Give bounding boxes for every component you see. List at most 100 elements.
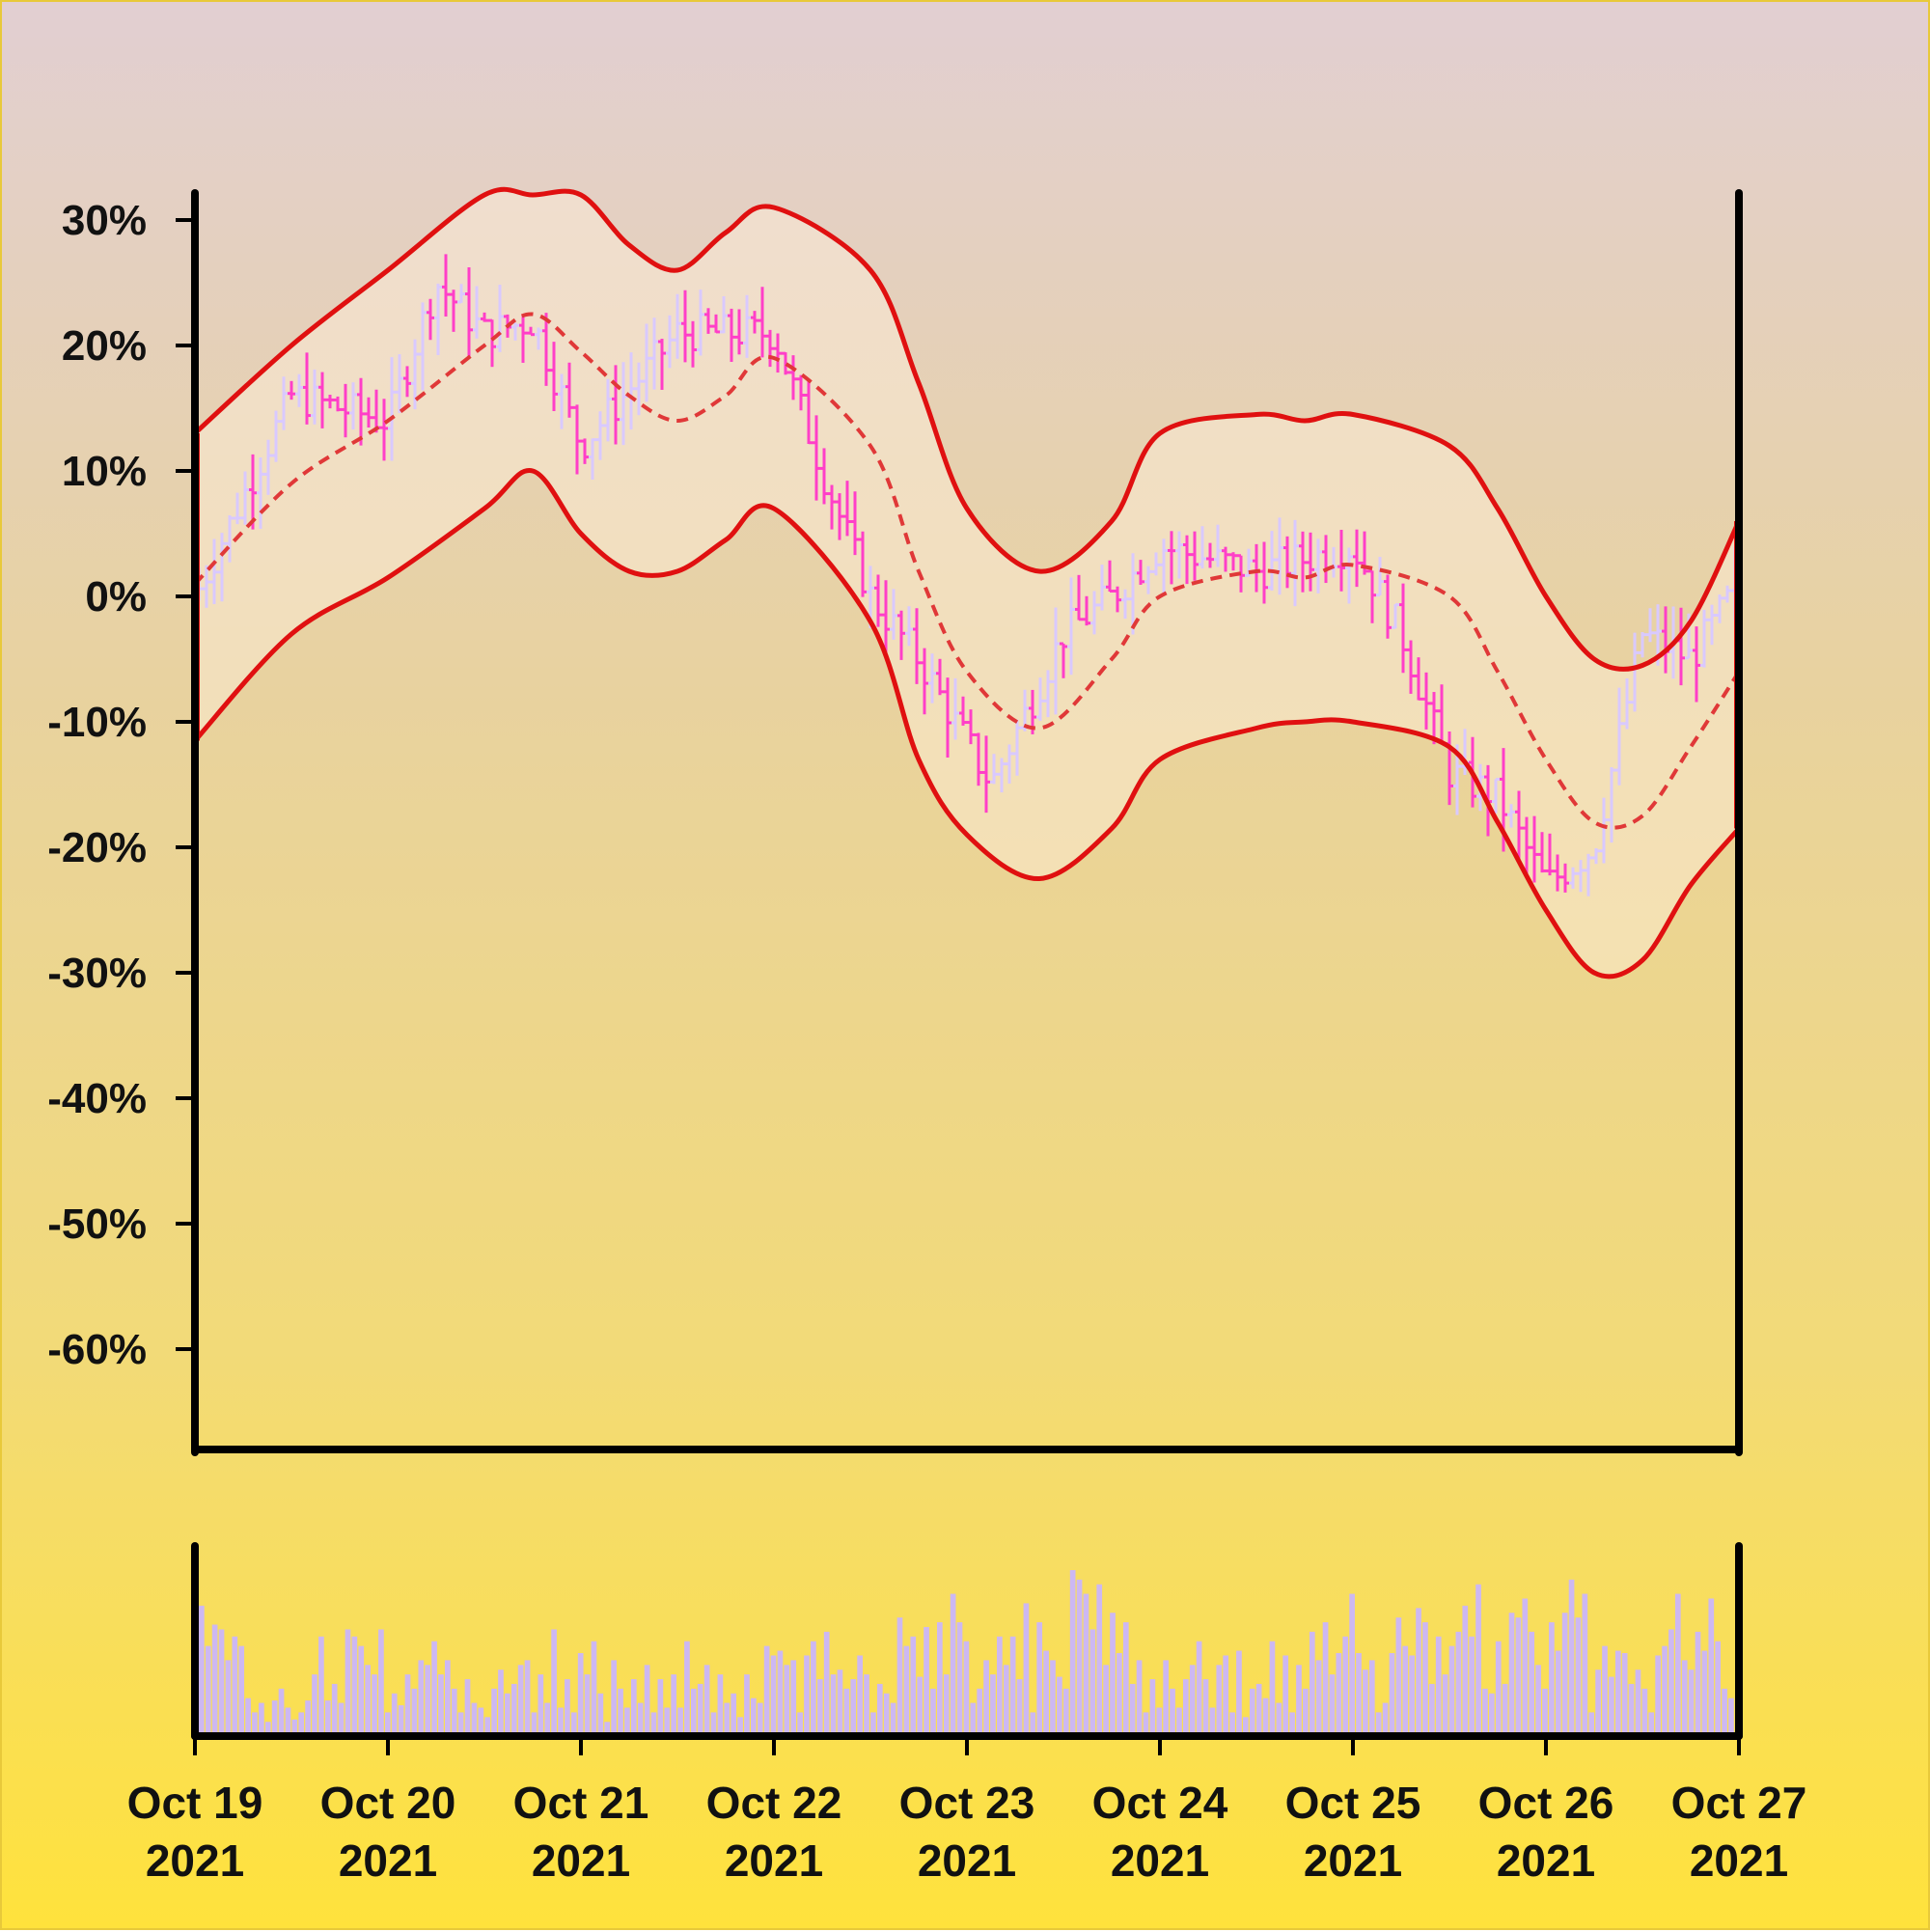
price-bar <box>303 352 311 425</box>
price-bar <box>542 313 550 386</box>
volume-bar <box>1621 1653 1628 1736</box>
price-bar <box>519 314 527 363</box>
price-bar <box>612 365 620 445</box>
volume-bar <box>657 1679 664 1736</box>
price-bar <box>604 378 612 442</box>
price-bar <box>241 471 249 525</box>
price-bar <box>1515 790 1523 859</box>
volume-bar <box>551 1629 557 1736</box>
price-bar <box>836 493 843 540</box>
volume-bar <box>757 1702 763 1736</box>
volume-bar <box>1276 1702 1282 1736</box>
volume-bar <box>1030 1712 1036 1736</box>
price-bar <box>944 677 951 758</box>
price-bar <box>457 284 465 304</box>
volume-bar <box>1395 1617 1402 1736</box>
volume-bar <box>650 1712 657 1736</box>
volume-bar <box>1535 1665 1541 1736</box>
volume-bar <box>690 1688 697 1736</box>
bollinger-band-fill <box>195 189 1739 977</box>
price-bar <box>1384 574 1392 639</box>
volume-bar <box>345 1629 351 1736</box>
volume-bar <box>1223 1655 1229 1736</box>
lower-band-line <box>193 468 1741 980</box>
volume-bar <box>298 1712 305 1736</box>
volume-bar <box>1382 1702 1389 1736</box>
price-bar <box>581 438 589 464</box>
volume-bar <box>864 1674 869 1736</box>
x-tick-label-date: Oct 27 <box>1671 1778 1807 1828</box>
price-bar <box>450 290 457 332</box>
volume-bar <box>1495 1641 1502 1736</box>
volume-bar <box>1096 1584 1103 1736</box>
price-bar <box>1121 589 1129 620</box>
price-bar <box>1291 519 1299 607</box>
volume-bar <box>751 1697 757 1736</box>
volume-bar <box>1715 1641 1722 1736</box>
price-bar <box>1700 609 1708 668</box>
volume-bar <box>524 1660 531 1736</box>
volume-bar <box>1641 1688 1648 1736</box>
volume-bar <box>1356 1653 1362 1736</box>
volume-bar <box>1728 1697 1734 1736</box>
volume-bar <box>378 1629 384 1736</box>
price-bar <box>697 290 704 356</box>
price-bar <box>264 439 272 495</box>
price-bar <box>442 254 450 317</box>
volume-bar <box>1103 1665 1109 1736</box>
price-bar <box>473 286 481 339</box>
volume-bar <box>737 1717 743 1736</box>
price-bar <box>666 315 674 369</box>
volume-bar <box>890 1702 896 1736</box>
price-bar <box>1268 531 1276 592</box>
price-bar <box>897 610 905 660</box>
price-bar <box>465 267 473 357</box>
volume-bar <box>1336 1653 1342 1736</box>
price-bar <box>1430 692 1438 745</box>
volume-bar <box>896 1617 903 1736</box>
price-bar <box>1492 777 1500 814</box>
volume-bar <box>1508 1613 1515 1736</box>
price-bar <box>959 696 967 726</box>
price-bar <box>1708 604 1716 646</box>
volume-bar <box>1701 1650 1708 1736</box>
price-bar <box>998 758 1006 793</box>
volume-bar <box>1529 1631 1535 1736</box>
price-bar <box>1399 583 1407 674</box>
price-bars-layer <box>195 254 1739 897</box>
volume-bar <box>577 1653 584 1736</box>
price-bar <box>1307 532 1314 592</box>
volume-bar <box>1182 1679 1189 1736</box>
volume-bar <box>365 1665 371 1736</box>
volume-bar <box>910 1636 917 1736</box>
price-bar <box>1608 766 1615 843</box>
volume-bar <box>1122 1622 1129 1736</box>
price-bar <box>1299 531 1307 593</box>
volume-bar <box>684 1641 690 1736</box>
price-bar <box>396 354 403 413</box>
price-bar <box>1222 546 1229 572</box>
volume-bar <box>1342 1636 1349 1736</box>
price-bar <box>488 318 496 368</box>
volume-bar <box>1515 1617 1522 1736</box>
price-bar <box>1422 672 1430 730</box>
volume-bar <box>1428 1683 1435 1736</box>
price-bar <box>357 377 365 446</box>
volume-bar <box>544 1702 551 1736</box>
volume-bar <box>883 1693 890 1736</box>
price-bar <box>1229 552 1237 571</box>
price-bar <box>820 448 828 505</box>
volume-bar <box>1076 1579 1083 1736</box>
price-bar <box>365 397 372 428</box>
volume-bar <box>637 1702 644 1736</box>
price-bar <box>967 709 975 745</box>
price-bar <box>334 396 342 412</box>
price-bar <box>1199 526 1206 569</box>
volume-bar <box>597 1693 604 1736</box>
price-bar <box>1592 848 1600 865</box>
volume-bar <box>604 1722 611 1736</box>
price-bar <box>1646 608 1654 643</box>
volume-bar <box>1216 1665 1223 1736</box>
volume-bar <box>1262 1697 1269 1736</box>
volume-bar <box>232 1636 238 1736</box>
